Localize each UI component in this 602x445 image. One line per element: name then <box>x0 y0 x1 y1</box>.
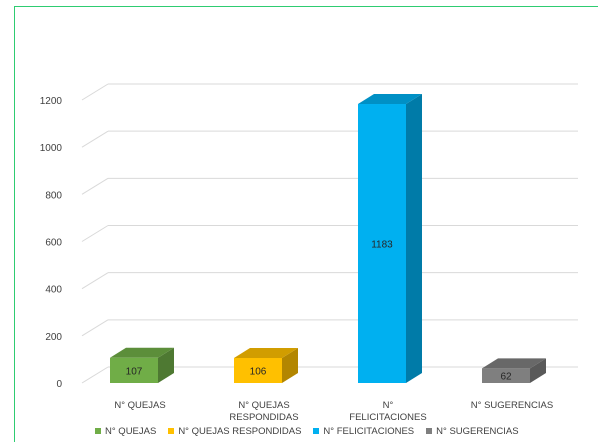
bars: 107 106 1183 62 <box>110 94 546 384</box>
gridline-slant-1200 <box>81 83 109 101</box>
bar-group-0: 107 <box>110 347 174 383</box>
y-tick-label-0: 0 <box>56 379 62 390</box>
y-tick-label-1200: 1200 <box>40 96 63 107</box>
bar-side-2 <box>406 94 422 384</box>
bar-1 <box>234 358 282 383</box>
legend: N° QUEJAS N° QUEJAS RESPONDIDAS N° FELIC… <box>95 424 519 438</box>
data-label-3: 62 <box>500 372 512 383</box>
x-tick-label-0: N° QUEJAS <box>114 400 165 411</box>
data-label-2: 1183 <box>371 240 393 251</box>
bar-top-2 <box>358 94 422 105</box>
x-tick-label-1: N° QUEJAS RESPONDIDAS <box>229 400 298 423</box>
legend-item-felicitaciones: N° FELICITACIONES <box>313 426 414 437</box>
bar-side-3 <box>530 358 546 383</box>
x-tick-label-line-3-0: N° SUGERENCIAS <box>471 400 553 411</box>
chart-frame <box>14 6 598 442</box>
legend-item-quejas: N° QUEJAS <box>95 426 156 437</box>
gridline-slant-400 <box>81 272 109 290</box>
legend-swatch-quejas <box>95 428 101 434</box>
gridline-slant-600 <box>81 225 109 242</box>
y-axis: 0 200 400 600 800 1000 1200 <box>40 96 63 390</box>
gridline-slant-0 <box>81 366 109 384</box>
bar-side-1 <box>282 348 298 383</box>
x-tick-label-line-0-0: N° QUEJAS <box>114 400 165 411</box>
y-tick-label-600: 600 <box>45 238 62 249</box>
bar-top-1 <box>234 348 298 359</box>
bar-group-3: 62 <box>482 358 546 383</box>
y-tick-label-400: 400 <box>45 285 62 296</box>
x-tick-label-3: N° SUGERENCIAS <box>471 400 553 411</box>
legend-item-sugerencias: N° SUGERENCIAS <box>426 425 519 437</box>
legend-swatch-sugerencias <box>426 428 433 434</box>
bar-2 <box>358 104 406 384</box>
legend-label-quejas: N° QUEJAS <box>105 425 157 437</box>
bar-group-1: 106 <box>234 348 298 383</box>
bar-3 <box>482 368 530 383</box>
gridline-slant-800 <box>81 177 109 195</box>
legend-label-quejas-respondidas: N° QUEJAS RESPONDIDAS <box>178 425 302 437</box>
y-tick-label-200: 200 <box>45 332 62 343</box>
gridlines <box>81 83 578 384</box>
x-tick-label-line-1-1: RESPONDIDAS <box>229 412 298 423</box>
x-tick-label-line-1-0: N° QUEJAS <box>238 400 289 411</box>
legend-label-felicitaciones: N° FELICITACIONES <box>323 425 415 437</box>
bar-top-0 <box>110 347 174 358</box>
gridline-slant-1000 <box>81 130 109 148</box>
legend-label-sugerencias: N° SUGERENCIAS <box>436 425 519 437</box>
bar-0 <box>110 357 158 383</box>
legend-swatch-felicitaciones <box>313 428 320 434</box>
y-tick-label-1000: 1000 <box>40 143 63 154</box>
x-tick-label-line-2-1: FELICITACIONES <box>349 412 426 423</box>
legend-swatch-quejas-respondidas <box>168 428 175 434</box>
legend-item-quejas-respondidas: N° QUEJAS RESPONDIDAS <box>168 426 301 437</box>
data-label-1: 106 <box>250 367 267 378</box>
bar-side-0 <box>158 347 174 383</box>
x-tick-label-line-2-0: N° <box>383 400 394 411</box>
bar-top-3 <box>482 358 546 369</box>
y-tick-label-800: 800 <box>45 190 62 201</box>
x-tick-label-2: N° FELICITACIONES <box>349 400 426 423</box>
bar-group-2: 1183 <box>358 94 422 384</box>
data-label-0: 107 <box>126 366 143 377</box>
gridline-slant-200 <box>81 319 109 337</box>
